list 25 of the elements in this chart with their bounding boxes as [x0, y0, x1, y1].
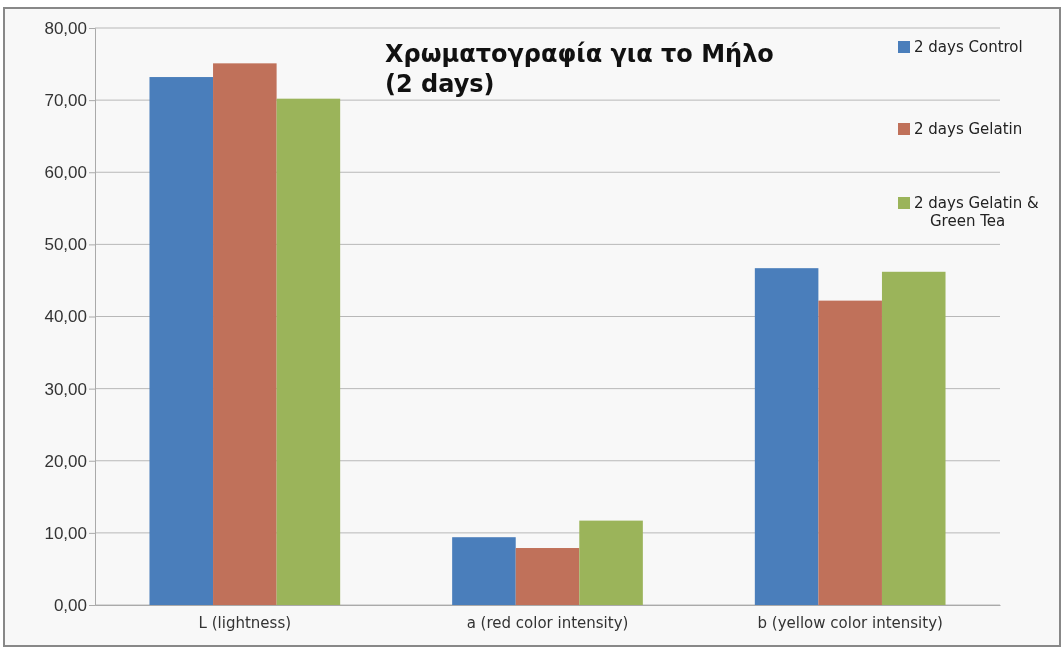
bar	[149, 77, 214, 605]
bar	[754, 268, 819, 605]
bar	[276, 98, 341, 605]
y-tick-label: 20,00	[44, 451, 87, 471]
legend-label: 2 days Gelatin	[914, 120, 1023, 138]
bar	[213, 63, 277, 605]
x-tick-label: a (red color intensity)	[466, 613, 629, 632]
y-tick-label: 0,00	[53, 595, 87, 615]
x-tick-label: b (yellow color intensity)	[757, 613, 943, 632]
bar	[579, 520, 643, 605]
bar	[818, 300, 882, 605]
bar	[452, 537, 516, 605]
legend-label: 2 days Gelatin & Green Tea	[914, 194, 1040, 230]
y-tick-label: 50,00	[44, 235, 87, 255]
text: Χρωματογραφία για το Μήλο (2 days)	[385, 40, 774, 98]
y-tick-label: 30,00	[44, 379, 87, 399]
bar	[515, 548, 580, 605]
y-tick-label: 80,00	[44, 18, 87, 38]
y-tick-label: 10,00	[44, 523, 87, 543]
legend-label: 2 days Control	[914, 38, 1023, 56]
y-tick-label: 60,00	[44, 163, 87, 183]
y-tick-label: 70,00	[44, 91, 87, 111]
bar	[881, 271, 946, 605]
y-tick-label: 40,00	[44, 307, 87, 327]
x-tick-label: L (lightness)	[198, 613, 292, 632]
